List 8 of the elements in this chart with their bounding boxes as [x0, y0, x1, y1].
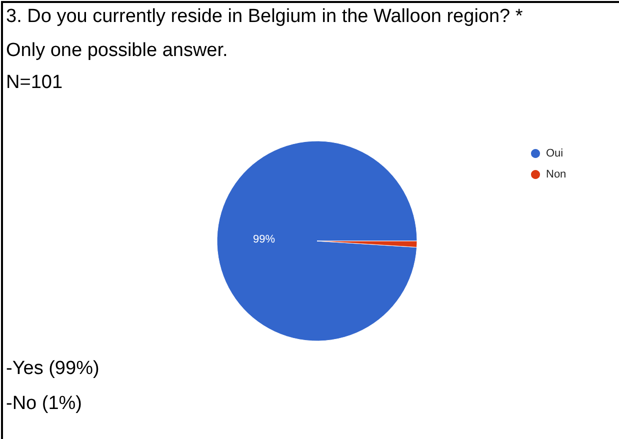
text: -Yes (99%)	[6, 358, 100, 380]
legend-label: Non	[546, 168, 566, 180]
data-label: 99%	[253, 233, 276, 246]
chart-subtitle: Only one possible answer.	[6, 40, 228, 62]
chart-title: 3. Do you currently reside in Belgium in the Walloon region? *	[6, 6, 523, 28]
legend-label: Oui	[546, 148, 564, 160]
text: N=101	[6, 72, 63, 94]
text: -No (1%)	[6, 393, 82, 415]
